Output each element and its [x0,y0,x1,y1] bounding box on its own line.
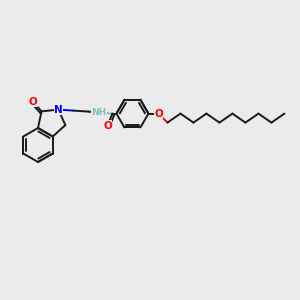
Text: O: O [28,97,37,107]
Text: N: N [54,105,63,115]
Text: O: O [154,109,163,118]
Text: O: O [103,121,112,130]
Text: NH: NH [91,108,106,117]
